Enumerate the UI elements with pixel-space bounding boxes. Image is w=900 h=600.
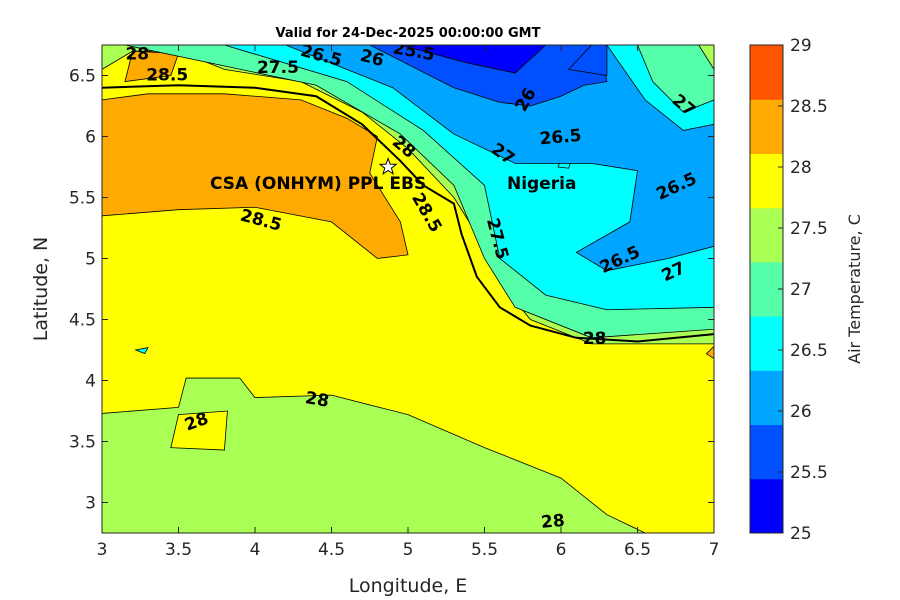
x-tick-label: 6.5 xyxy=(624,540,651,560)
contour-region xyxy=(705,345,714,360)
chart-title: Valid for 24-Dec-2025 00:00:00 GMT xyxy=(276,26,541,41)
y-tick-label: 6 xyxy=(85,128,96,148)
colorbar-tick-label: 26.5 xyxy=(790,341,828,361)
colorbar-band xyxy=(750,153,783,209)
colorbar-band xyxy=(750,207,783,263)
contour-label: 28 xyxy=(540,511,565,533)
contour-label: 27.5 xyxy=(257,58,299,78)
y-tick-label: 3 xyxy=(85,494,96,514)
contour-region xyxy=(400,45,547,74)
y-tick-label: 3.5 xyxy=(69,433,96,453)
site-star-marker xyxy=(378,157,398,176)
site-label: CSA (ONHYM) PPL EBS xyxy=(210,174,426,194)
colorbar-tick-label: 29 xyxy=(790,36,812,56)
coastline-line xyxy=(102,84,714,343)
x-tick-label: 4.5 xyxy=(318,540,345,560)
annotations: CSA (ONHYM) PPL EBS Nigeria xyxy=(210,157,576,194)
x-tick-label: 3.5 xyxy=(165,540,192,560)
colorbar-tick-label: 28 xyxy=(790,158,812,178)
x-axis-label: Longitude, E xyxy=(349,575,468,597)
contour-region xyxy=(285,45,714,272)
colorbar-band xyxy=(750,45,783,100)
contour-label: 28 xyxy=(125,44,149,64)
contour-label: 28 xyxy=(583,329,607,349)
coastline xyxy=(102,84,714,343)
contour-label: 28.5 xyxy=(146,66,188,86)
colorbar-tick-label: 27 xyxy=(790,280,812,300)
colorbar-band xyxy=(750,316,783,371)
colorbar-tick-label: 28.5 xyxy=(790,97,828,117)
contour-label: 26.5 xyxy=(539,126,583,150)
contour-region xyxy=(170,410,228,451)
colorbar-tick-label: 26 xyxy=(790,402,812,422)
colorbar-band xyxy=(750,261,783,317)
colorbar-label: Air Temperature, C xyxy=(845,214,864,364)
colorbar-tick-label: 25 xyxy=(790,524,812,544)
colorbar-tick-label: 27.5 xyxy=(790,219,828,239)
colorbar-band xyxy=(750,478,783,534)
colorbar-band xyxy=(750,99,783,154)
y-tick-label: 5 xyxy=(85,250,96,270)
x-tick-label: 5 xyxy=(403,540,414,560)
contour-region xyxy=(567,45,608,76)
contour-region xyxy=(557,162,571,169)
y-tick-label: 4.5 xyxy=(69,311,96,331)
x-tick-label: 7 xyxy=(709,540,720,560)
y-tick-label: 6.5 xyxy=(69,67,96,87)
y-axis: 3 3.5 4 4.5 5 5.5 6 6.5 xyxy=(69,67,714,514)
contour-region xyxy=(102,93,409,259)
x-tick-label: 3 xyxy=(97,540,108,560)
y-axis-label: Latitude, N xyxy=(30,237,52,342)
x-axis: 3 3.5 4 4.5 5 5.5 6 6.5 7 xyxy=(97,45,720,560)
colorbar-tick-label: 25.5 xyxy=(790,463,828,483)
colorbar-band xyxy=(750,370,783,426)
contour-fills xyxy=(102,45,714,533)
x-tick-label: 5.5 xyxy=(471,540,498,560)
colorbar-band xyxy=(750,424,783,480)
contour-label: 28 xyxy=(304,388,331,412)
country-label: Nigeria xyxy=(507,174,576,194)
x-tick-label: 4 xyxy=(250,540,261,560)
x-tick-label: 6 xyxy=(556,540,567,560)
colorbar: 25 25.5 26 26.5 27 27.5 28 28.5 29 xyxy=(749,36,828,544)
y-tick-label: 4 xyxy=(85,372,96,392)
contour-region xyxy=(134,347,149,355)
y-tick-label: 5.5 xyxy=(69,189,96,209)
